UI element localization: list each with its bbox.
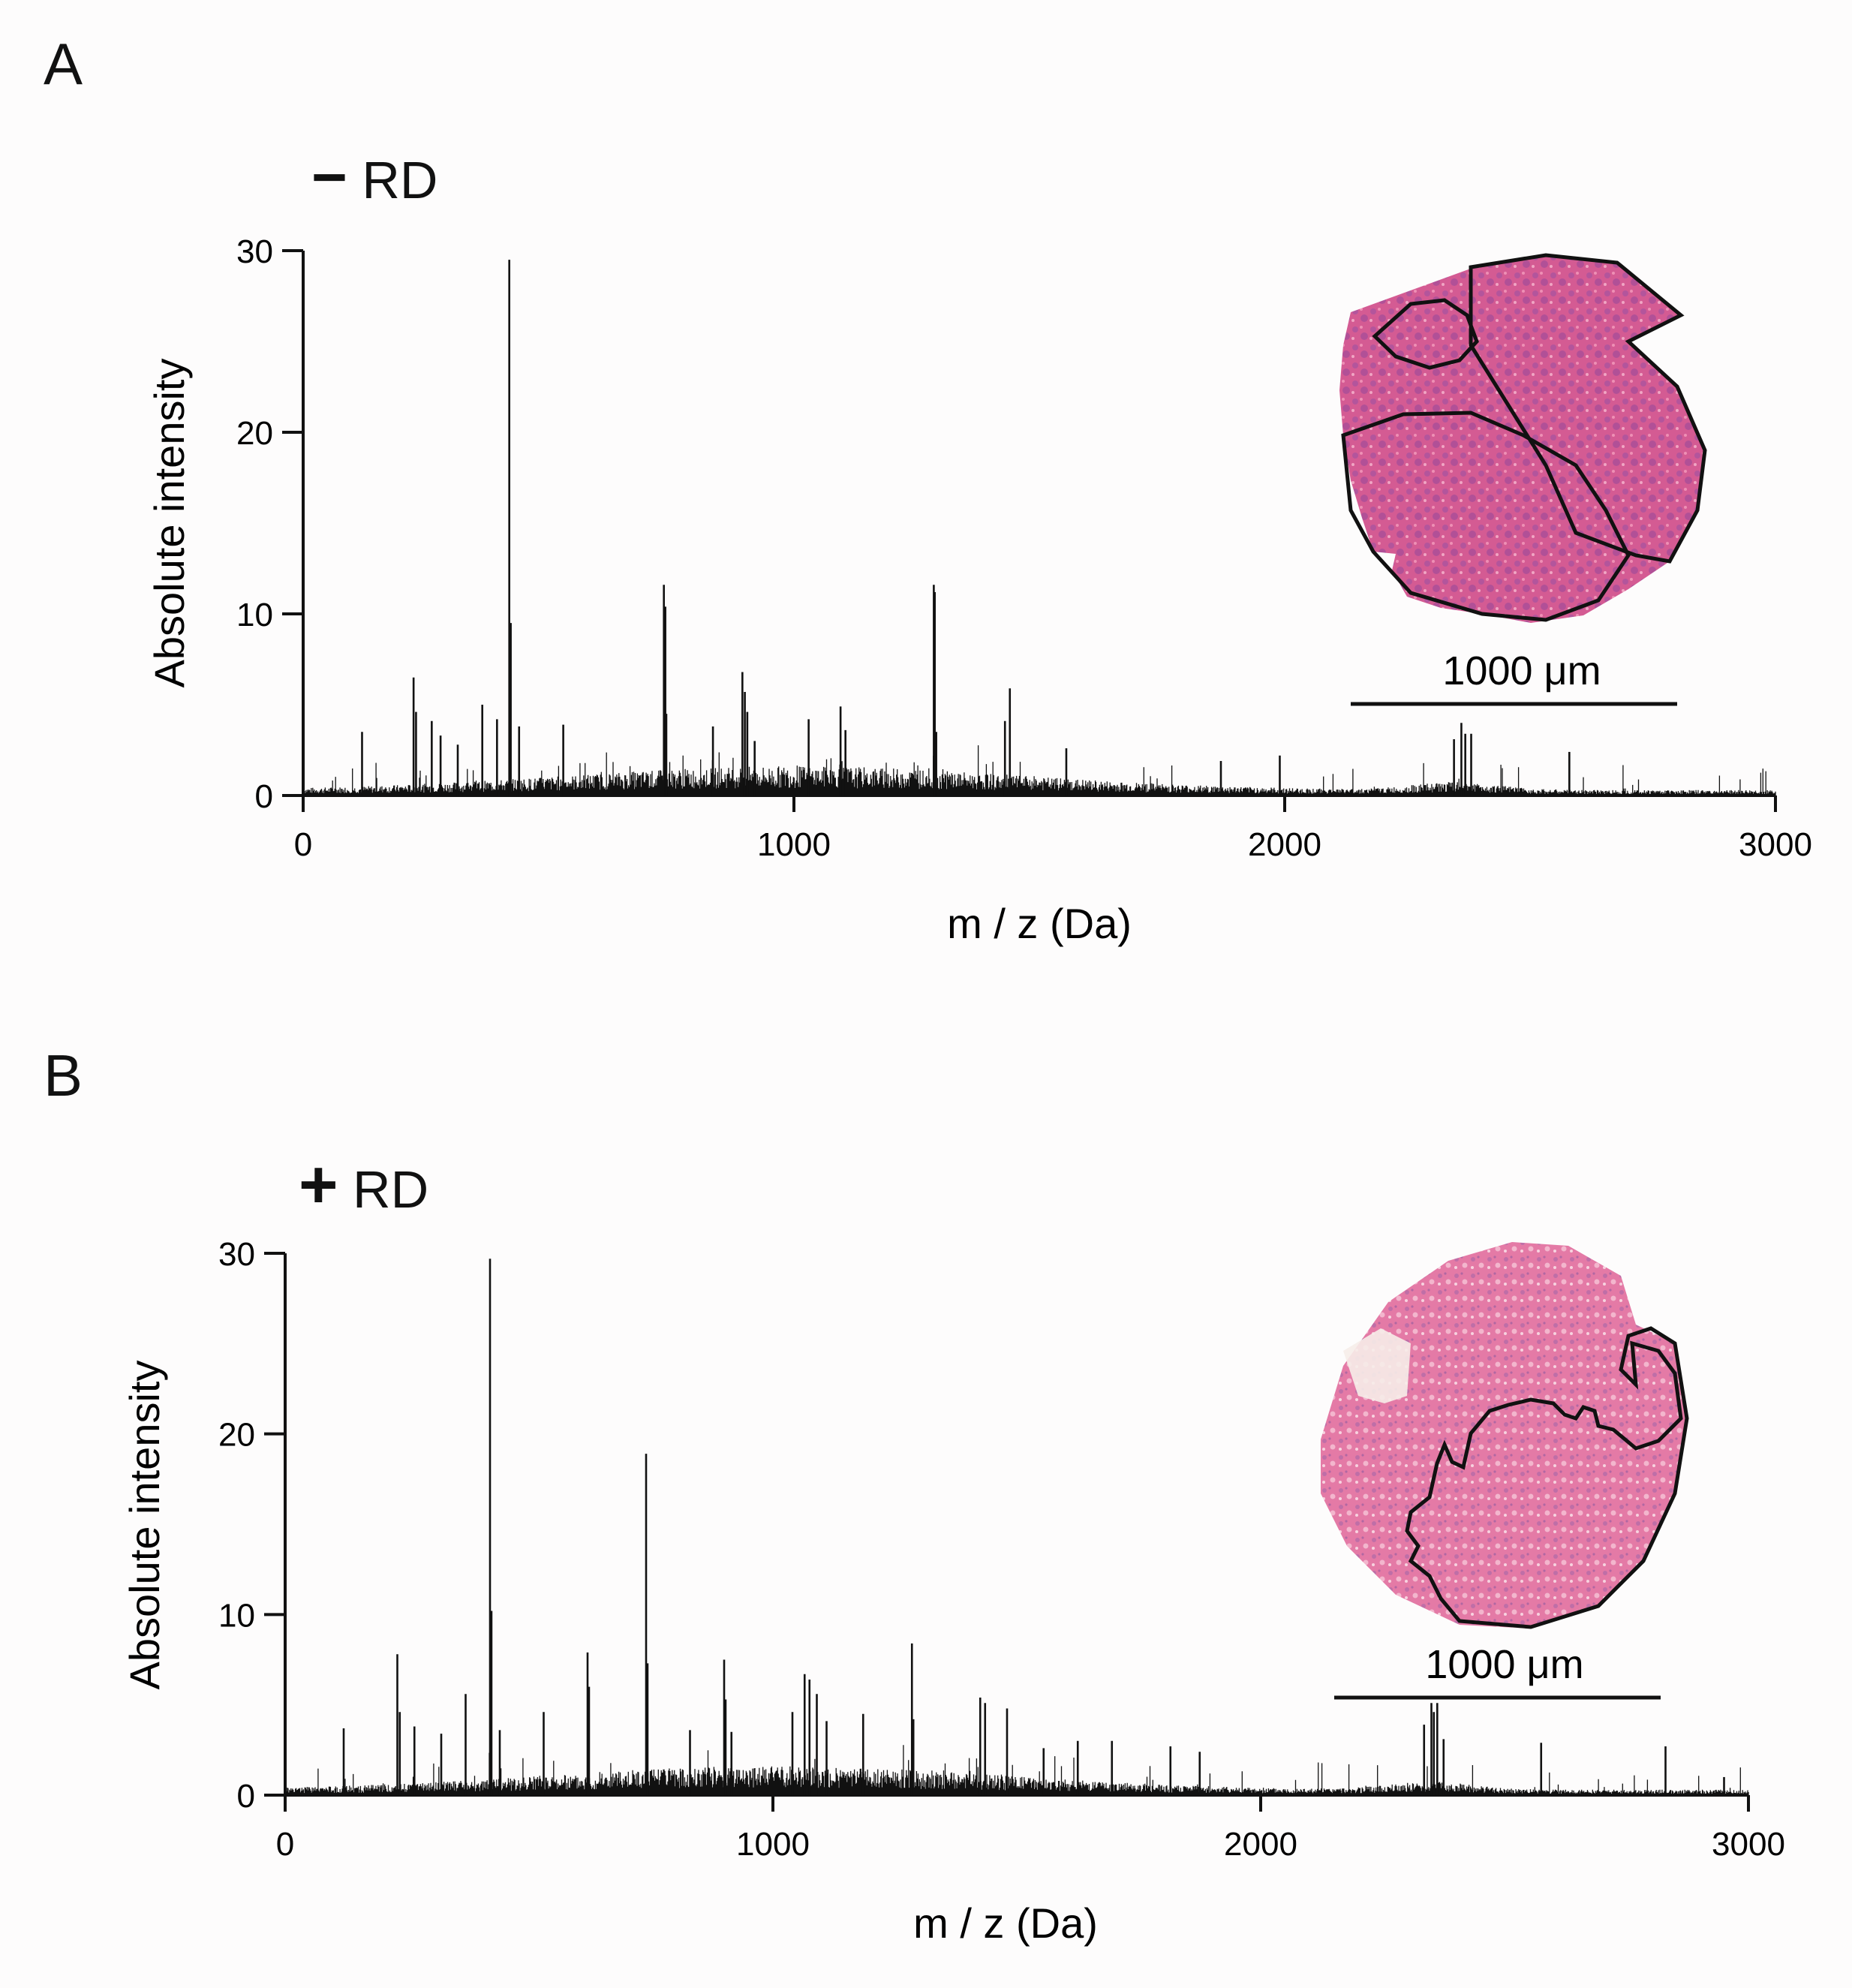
y-tick-label-b-3: 30 xyxy=(218,1236,255,1273)
spectrum-trace-a xyxy=(302,260,1776,796)
y-tick-label-b-1: 10 xyxy=(218,1597,255,1634)
tissue-inset-a: 1000 μm xyxy=(1339,253,1707,706)
condition-text: RD xyxy=(362,151,438,209)
condition-text: RD xyxy=(353,1160,429,1219)
tissue-contour-b xyxy=(1405,1326,1689,1629)
x-tick-label-a-0: 0 xyxy=(294,826,312,863)
y-tick-label-a-1: 10 xyxy=(236,597,273,633)
tissue-inset-b: 1000 μm xyxy=(1321,1242,1689,1700)
y-tick-label-b-2: 20 xyxy=(218,1417,255,1454)
y-tick-label-a-2: 20 xyxy=(236,415,273,452)
scale-bar-label-b: 1000 μm xyxy=(1425,1642,1583,1687)
x-tick-label-b-3: 3000 xyxy=(1712,1826,1785,1863)
tissue-contour-right xyxy=(1469,253,1707,564)
x-tick-label-b-0: 0 xyxy=(276,1826,294,1863)
tissue-core-a xyxy=(1339,255,1705,623)
y-tick-label-b-0: 0 xyxy=(237,1778,255,1815)
tissue-contour-top-left xyxy=(1372,298,1479,370)
y-axis-label-a: Absolute intensity xyxy=(146,359,193,688)
x-tick-label-b-2: 2000 xyxy=(1224,1826,1297,1863)
x-tick-label-a-2: 2000 xyxy=(1248,826,1321,863)
panel-label-b: B xyxy=(44,1042,83,1108)
x-axis-label-a: m / z (Da) xyxy=(947,900,1132,947)
x-tick-label-b-1: 1000 xyxy=(736,1826,810,1863)
y-tick-label-a-0: 0 xyxy=(255,778,273,815)
baseline-noise-a xyxy=(302,745,1776,796)
tissue-core-b xyxy=(1321,1242,1687,1629)
condition-label-plus-rd: + RD xyxy=(299,1147,428,1224)
tissue-void-b xyxy=(1343,1328,1411,1403)
minus-symbol: − xyxy=(311,143,347,212)
x-tick-label-a-1: 1000 xyxy=(757,826,831,863)
y-axis-label-b: Absolute intensity xyxy=(121,1361,168,1690)
axis-ticks-b: 0 10 20 30 0 1000 2000 3000 xyxy=(218,1236,1785,1863)
x-tick-label-a-3: 3000 xyxy=(1739,826,1812,863)
scale-bar-label-a: 1000 μm xyxy=(1442,648,1601,693)
tissue-contour-lower xyxy=(1341,411,1631,622)
plus-symbol: + xyxy=(299,1147,338,1223)
baseline-noise-b xyxy=(284,1745,1749,1795)
axis-ticks-a: 0 10 20 30 0 1000 2000 3000 xyxy=(236,233,1812,863)
x-axis-label-b: m / z (Da) xyxy=(913,1899,1098,1947)
y-tick-label-a-3: 30 xyxy=(236,233,273,270)
condition-label-minus-rd: − RD xyxy=(311,143,437,213)
panel-label-a: A xyxy=(44,31,83,97)
